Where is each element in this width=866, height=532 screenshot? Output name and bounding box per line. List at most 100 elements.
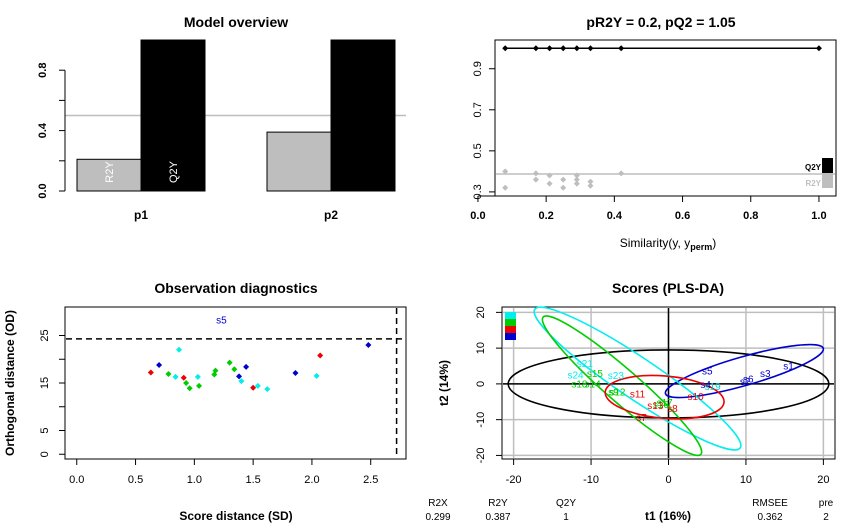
- observation-point: [212, 367, 219, 374]
- x-tick-label: 0.4: [607, 210, 623, 222]
- sample-label: s8: [667, 404, 678, 415]
- x-tick-label: 10: [740, 474, 752, 486]
- r2y-point: [618, 170, 625, 177]
- model-overview-bars: R2Y Q2Y: [65, 39, 406, 192]
- summary-value: 0.362: [757, 512, 782, 523]
- sample-label: s12: [609, 387, 626, 398]
- r2y-point: [532, 176, 539, 183]
- model-overview-x-labels: p1 p2: [134, 208, 338, 222]
- permutation-axes: 0.0 0.2 0.4 0.6 0.8 1.0 0.3 0.5 0.7 0.9: [470, 61, 826, 222]
- legend-q2y-label: Q2Y: [805, 163, 822, 172]
- r2y-point: [573, 176, 580, 183]
- sample-label: s23: [608, 371, 625, 382]
- class-legend-swatch: [505, 319, 516, 326]
- observation-point: [236, 373, 243, 380]
- observation-point: [176, 346, 183, 353]
- r2y-point: [532, 170, 539, 177]
- sample-label: s9: [608, 387, 619, 398]
- sample-label: s18: [571, 380, 588, 391]
- observation-point: [186, 385, 193, 392]
- x-tick-label: 0: [665, 474, 671, 486]
- y-tick-label: -20: [475, 447, 487, 463]
- observation-point: [317, 352, 324, 359]
- observation-point: [243, 363, 250, 370]
- diagnostics-title: Observation diagnostics: [154, 280, 318, 296]
- class-legend-swatch: [505, 326, 516, 333]
- sample-label: s4: [700, 380, 711, 391]
- sample-label: s11: [630, 390, 646, 401]
- r2y-point: [502, 168, 509, 175]
- sample-label: s15: [587, 369, 604, 380]
- summary-value: 2: [823, 512, 829, 523]
- bar-q2y-p1: [140, 39, 206, 192]
- sample-label: s7: [636, 413, 647, 424]
- x-tick-label: 20: [817, 474, 829, 486]
- permutation-x-label-sub: perm: [690, 242, 712, 252]
- summary-value: 0.387: [485, 512, 510, 523]
- r2y-point: [546, 172, 553, 179]
- y-tick-label: 0.7: [472, 102, 484, 117]
- y-tick-label: -10: [475, 412, 487, 428]
- observation-point: [194, 373, 201, 380]
- x-tick-label: 0.5: [128, 474, 143, 486]
- r2y-point: [587, 182, 594, 189]
- observation-point: [238, 378, 245, 385]
- confidence-ellipse: [541, 315, 703, 457]
- permutation-points: Q2Y R2Y: [496, 45, 835, 191]
- scores-axes: -20 -10 0 10 20 -20 -10 0 10 20: [475, 306, 830, 486]
- diagnostics-plot-frame: [64, 306, 407, 460]
- sample-label: s17: [657, 398, 674, 409]
- r2y-point: [502, 184, 509, 191]
- x-tick-label: 1.0: [811, 210, 826, 222]
- q2y-point: [502, 45, 509, 52]
- bar-inner-label: Q2Y: [168, 160, 180, 183]
- y-tick-label: 0.5: [472, 143, 484, 158]
- sample-label: s10: [688, 392, 705, 403]
- x-tick-label-p2: p2: [324, 208, 338, 222]
- summary-header: Q2Y: [556, 498, 576, 509]
- scores-y-label: t2 (14%): [437, 360, 451, 406]
- diagnostics-panel: Observation diagnostics s5 0.0 0.5 1.0 1.5 2…: [3, 280, 407, 523]
- sample-label: s1: [783, 362, 794, 373]
- diagnostics-x-label: Score distance (SD): [179, 509, 292, 523]
- observation-point: [254, 382, 261, 389]
- permutation-plot-frame: [494, 39, 837, 197]
- bar-inner-label: R2Y: [104, 161, 116, 183]
- y-tick-label: 20: [475, 306, 487, 318]
- x-tick-label: 2.0: [304, 474, 319, 486]
- r2y-point: [573, 172, 580, 179]
- legend-q2y-swatch: [822, 158, 833, 173]
- scores-title: Scores (PLS-DA): [612, 280, 724, 296]
- y-tick-label: 0: [475, 381, 487, 387]
- x-tick-label: 0.0: [69, 474, 84, 486]
- confidence-ellipse: [604, 374, 725, 420]
- q2y-point: [618, 45, 625, 52]
- observation-point: [183, 380, 190, 386]
- x-tick-label: 0.0: [470, 210, 485, 222]
- legend-r2y-label: R2Y: [805, 179, 821, 188]
- observation-point: [172, 373, 179, 380]
- x-tick-label: -10: [583, 474, 599, 486]
- q2y-point: [532, 45, 539, 52]
- x-tick-label: 2.5: [363, 474, 378, 486]
- observation-point: [165, 370, 172, 377]
- q2y-point: [546, 45, 553, 52]
- y-tick-label: 0.3: [472, 184, 484, 199]
- permutation-x-label-close: ): [712, 236, 716, 250]
- summary-header: RMSEE: [752, 498, 788, 509]
- y-tick-label: 10: [475, 342, 487, 354]
- class-legend-swatch: [505, 333, 516, 340]
- model-overview-y-axis: 0.0 0.4 0.8: [37, 63, 66, 199]
- y-tick-label: 0: [39, 451, 51, 457]
- sample-label: s19: [705, 382, 722, 393]
- confidence-ellipse: [664, 343, 825, 399]
- class-legend-swatch: [505, 312, 516, 319]
- observation-point: [180, 374, 187, 381]
- summary-header: pre: [819, 498, 834, 509]
- diagnostics-axes: 0.0 0.5 1.0 1.5 2.0 2.5 0 5 15 25: [39, 329, 378, 486]
- q2y-point: [587, 45, 594, 52]
- r2y-point: [546, 180, 553, 187]
